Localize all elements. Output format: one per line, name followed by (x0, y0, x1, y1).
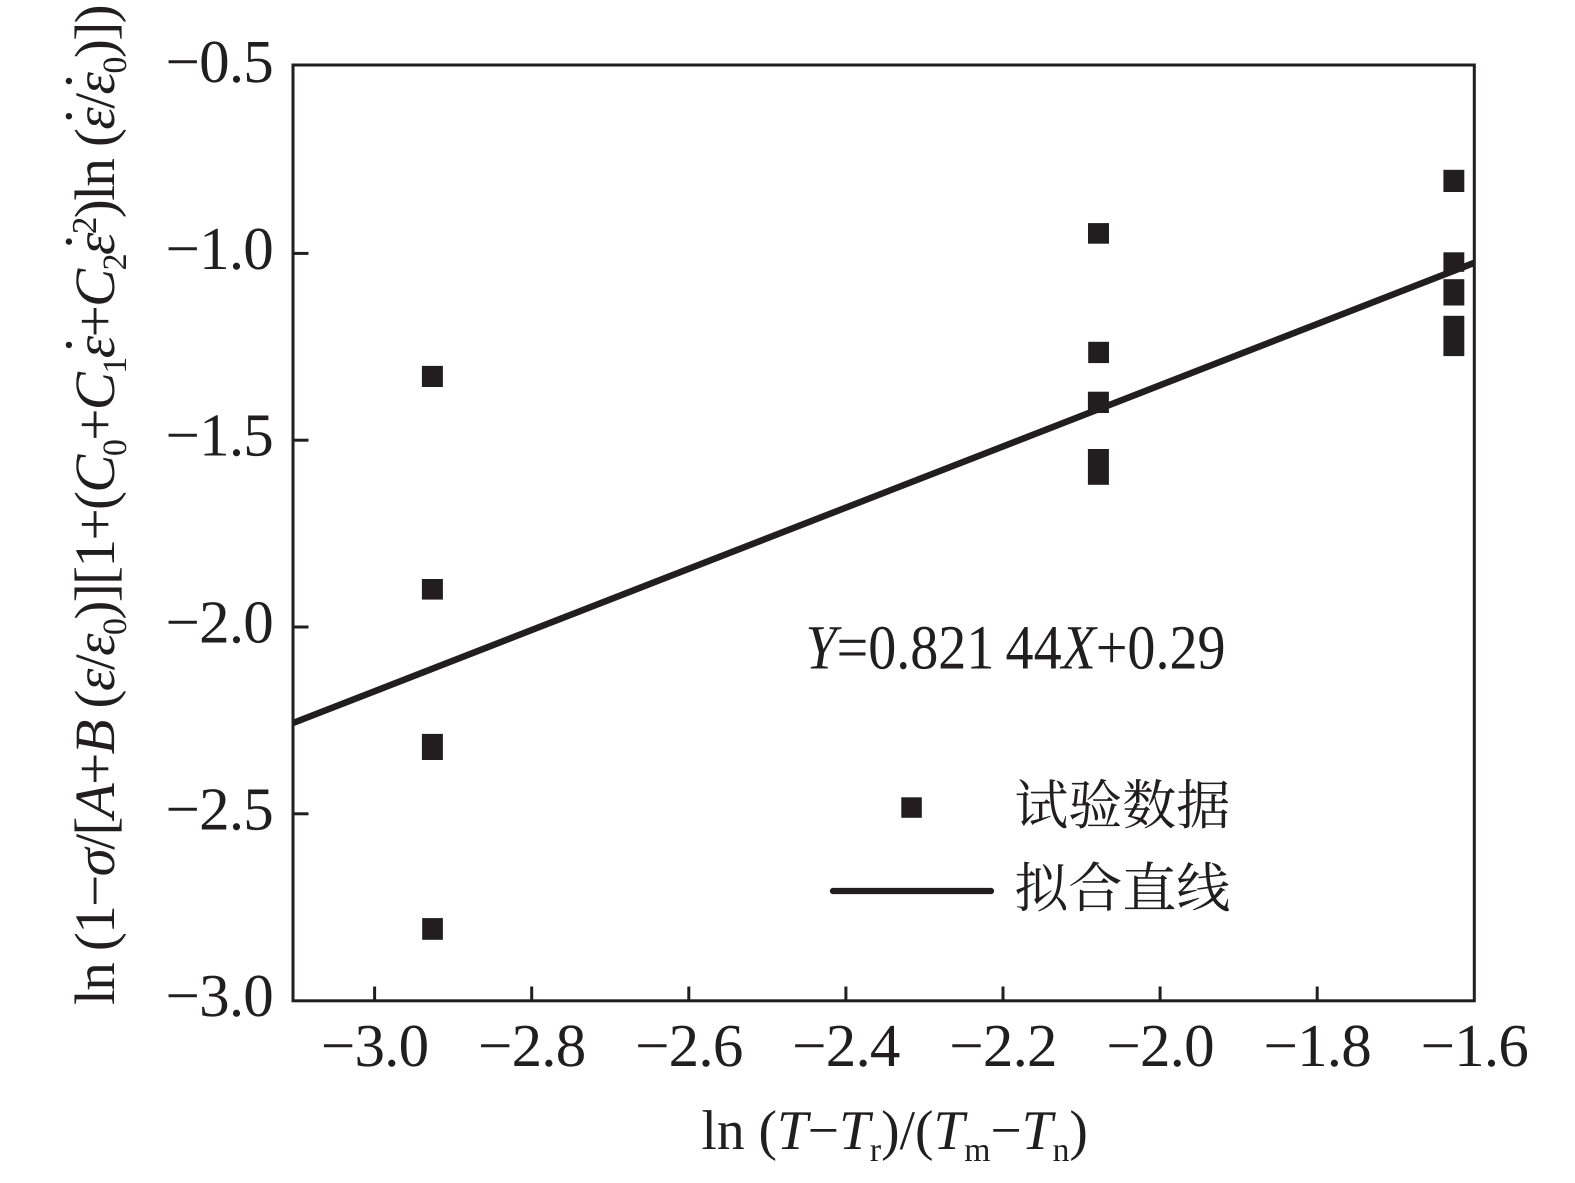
svg-text:−0.5: −0.5 (166, 29, 273, 96)
svg-text:−2.6: −2.6 (635, 1013, 742, 1080)
svg-text:−1.0: −1.0 (166, 216, 273, 283)
svg-text:−2.2: −2.2 (949, 1013, 1056, 1080)
svg-text:−2.0: −2.0 (166, 590, 273, 657)
svg-text:Y=0.821 44X+0.29: Y=0.821 44X+0.29 (806, 613, 1226, 683)
svg-text:ln (1−σ/[A+B (ε/ε0)][1+(C0+C1ε: ln (1−σ/[A+B (ε/ε0)][1+(C0+C1ε+C2ε2)ln (… (64, 6, 134, 1005)
svg-text:−2.8: −2.8 (478, 1013, 585, 1080)
svg-text:ln (T−Tr​)/(Tm​−Tn​): ln (T−Tr​)/(Tm​−Tn​) (701, 1100, 1087, 1169)
svg-text:−2.0: −2.0 (1106, 1013, 1213, 1080)
svg-text:−1.6: −1.6 (1421, 1013, 1528, 1080)
svg-text:−3.0: −3.0 (166, 963, 273, 1030)
svg-text:−2.4: −2.4 (792, 1013, 900, 1080)
svg-text:−2.5: −2.5 (166, 776, 273, 843)
svg-text:−3.0: −3.0 (321, 1013, 428, 1080)
svg-text:−1.8: −1.8 (1263, 1013, 1370, 1080)
svg-text:−1.5: −1.5 (166, 403, 273, 470)
